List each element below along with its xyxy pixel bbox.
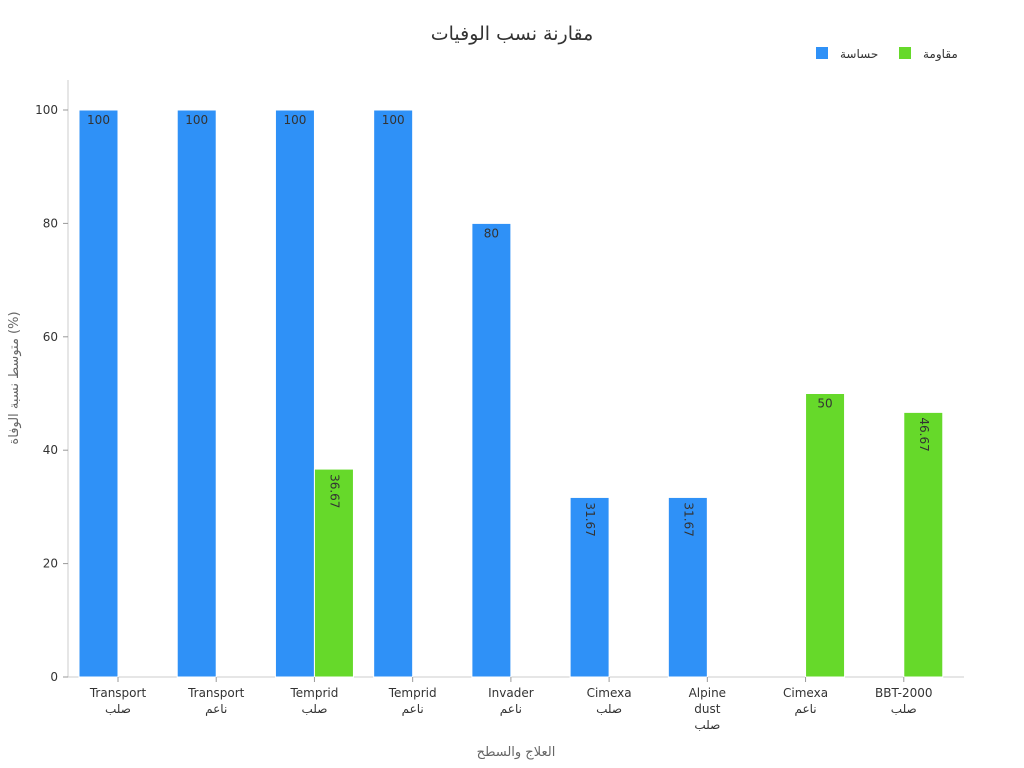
y-tick-label: 40 (43, 443, 58, 457)
bar-sensitive (274, 109, 315, 678)
x-tick-label: صلب (301, 702, 327, 716)
x-tick-label: صلب (694, 718, 720, 732)
bar-sensitive (667, 496, 708, 678)
x-axis-label: العلاج والسطح (477, 745, 556, 760)
x-tick-label: ناعم (205, 702, 227, 716)
chart-title: مقارنة نسب الوفيات (431, 23, 594, 45)
bar-value-label: 46.67 (917, 417, 931, 451)
legend-swatch-sensitive (816, 47, 828, 59)
y-tick-label: 100 (35, 103, 58, 117)
bar-sensitive (569, 496, 610, 678)
x-tick-label: dust (694, 702, 720, 716)
x-tick-label: ناعم (402, 702, 424, 716)
x-tick-label: Alpine (689, 686, 726, 700)
bar-value-label: 50 (817, 397, 832, 411)
y-tick-label: 80 (43, 216, 58, 230)
y-tick-label: 0 (50, 670, 58, 684)
bar-resistant (313, 468, 354, 678)
bar-value-label: 31.67 (681, 502, 695, 536)
bar-value-label: 31.67 (583, 502, 597, 536)
x-tick-label: Cimexa (587, 686, 632, 700)
x-tick-label: Transport (89, 686, 147, 700)
legend-label-resistant: مقاومة (923, 47, 958, 62)
bar-resistant (805, 393, 846, 678)
x-tick-label: ناعم (794, 702, 816, 716)
x-tick-label: Invader (488, 686, 534, 700)
y-tick-label: 60 (43, 330, 58, 344)
bar-sensitive (471, 222, 512, 678)
x-tick-label: صلب (105, 702, 131, 716)
x-tick-label: Transport (187, 686, 245, 700)
bar-value-label: 36.67 (327, 474, 341, 508)
legend-label-sensitive: حساسة (840, 47, 878, 61)
bar-value-label: 100 (382, 113, 405, 127)
bars: 100 100 100 36.67 100 80 31.67 31.67 50 46.67 (78, 109, 944, 678)
bar-sensitive (373, 109, 414, 678)
bar-sensitive (78, 109, 119, 678)
x-ticks: Transport صلب Transport ناعم Temprid صلب Tempr… (89, 677, 933, 732)
y-ticks: 0 20 40 60 80 100 (35, 103, 68, 684)
bar-value-label: 100 (185, 113, 208, 127)
x-tick-label: BBT-2000 (875, 686, 933, 700)
x-tick-label: صلب (891, 702, 917, 716)
bar-value-label: 100 (283, 113, 306, 127)
x-tick-label: ناعم (500, 702, 522, 716)
bar-value-label: 80 (484, 226, 499, 240)
legend-swatch-resistant (899, 47, 911, 59)
x-tick-label: صلب (596, 702, 622, 716)
x-tick-label: Temprid (290, 686, 339, 700)
y-tick-label: 20 (43, 557, 58, 571)
legend: مقاومة حساسة (816, 47, 958, 62)
bar-resistant (903, 411, 944, 678)
bar-sensitive (176, 109, 217, 678)
x-tick-label: Temprid (388, 686, 437, 700)
y-axis-label: متوسط نسبة الوفاة (%) (7, 311, 22, 444)
bar-value-label: 100 (87, 113, 110, 127)
x-tick-label: Cimexa (783, 686, 828, 700)
